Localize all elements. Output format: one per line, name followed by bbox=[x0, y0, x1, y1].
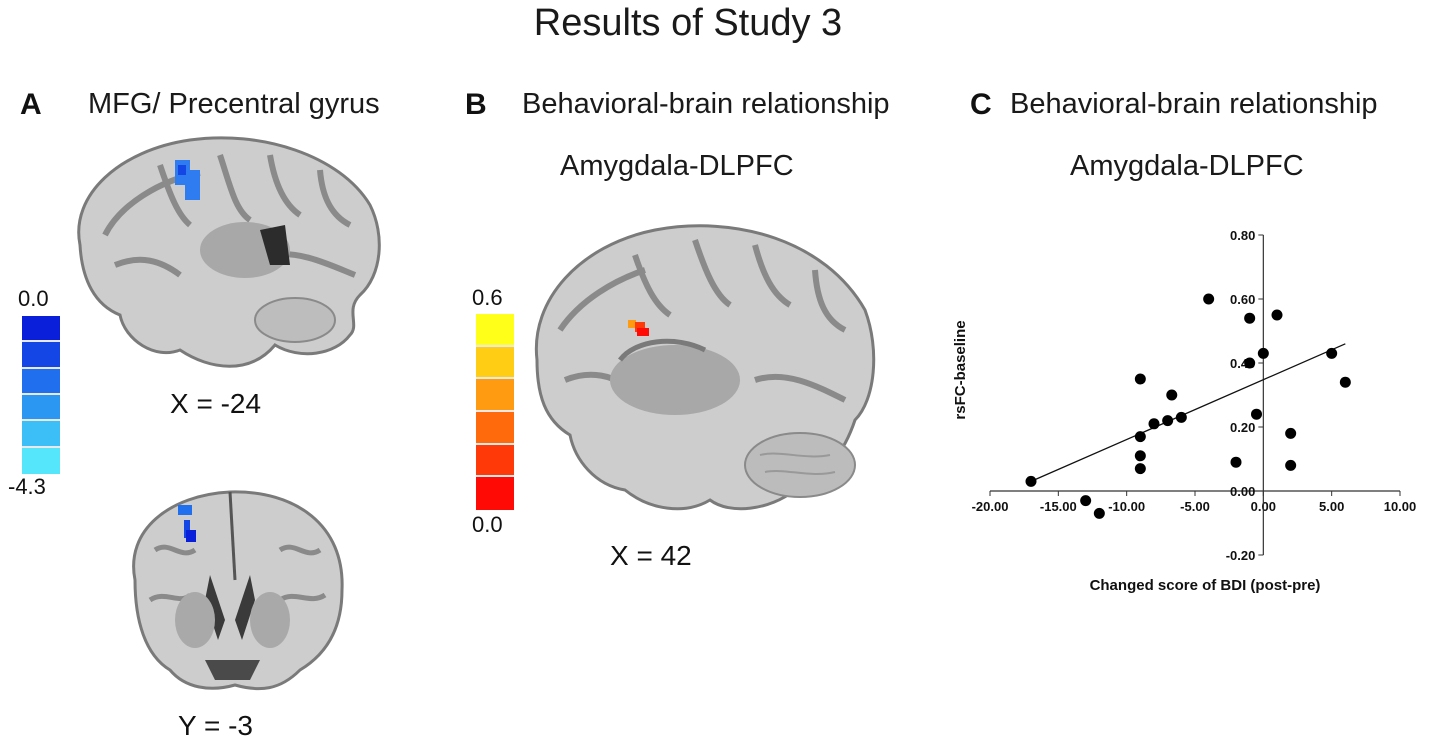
panel-b-sagittal-brain bbox=[534, 224, 876, 511]
y-tick-label: -0.20 bbox=[1226, 548, 1256, 563]
panel-b-letter: B bbox=[465, 88, 487, 121]
panel-a-heading: MFG/ Precentral gyrus bbox=[88, 88, 380, 120]
panel-a-letter: A bbox=[20, 88, 42, 121]
y-tick-label: 0.20 bbox=[1230, 420, 1255, 435]
y-tick-label: 0.00 bbox=[1230, 484, 1255, 499]
data-point bbox=[1285, 427, 1297, 439]
panel-a-colorbar-segment bbox=[22, 394, 60, 422]
x-tick-label: -20.00 bbox=[972, 499, 1009, 514]
data-point bbox=[1244, 312, 1256, 324]
data-point bbox=[1148, 418, 1160, 430]
data-point bbox=[1244, 357, 1256, 369]
data-point bbox=[1025, 475, 1037, 487]
panel-a-colorbar-segment bbox=[22, 342, 60, 369]
panel-a-colorbar-min-label: -4.3 bbox=[8, 474, 46, 499]
y-axis-label: rsFC-baseline bbox=[952, 320, 969, 419]
data-point bbox=[1285, 459, 1297, 471]
panel-b-heading: Behavioral-brain relationship bbox=[522, 88, 890, 120]
panel-b-colorbar-segment bbox=[476, 477, 514, 510]
data-point bbox=[1175, 411, 1187, 423]
x-tick-label: -15.00 bbox=[1040, 499, 1077, 514]
y-tick-label: 0.60 bbox=[1230, 292, 1255, 307]
panel-c-scatter-chart: -20.00 -15.00 -10.00 -5.00 0.00 5.00 10.00 -0.… bbox=[952, 228, 1417, 594]
panel-b-colorbar-segment bbox=[476, 411, 514, 445]
data-point bbox=[1257, 347, 1269, 359]
panel-a-coronal-label: Y = -3 bbox=[178, 710, 253, 741]
panel-b-colorbar-segment bbox=[476, 314, 514, 347]
data-point bbox=[1134, 431, 1146, 443]
panel-b-colorbar-max-label: 0.6 bbox=[472, 285, 503, 310]
x-axis-label: Changed score of BDI (post-pre) bbox=[1090, 577, 1321, 594]
data-point bbox=[1134, 373, 1146, 385]
panel-c-letter: C bbox=[970, 88, 992, 121]
panel-a-sagittal-label: X = -24 bbox=[170, 388, 262, 419]
x-axis: -20.00 -15.00 -10.00 -5.00 0.00 5.00 10.00 bbox=[972, 490, 1417, 514]
panel-c-heading: Behavioral-brain relationship bbox=[1010, 88, 1378, 120]
panel-a-colorbar bbox=[22, 316, 60, 474]
panel-b-colorbar-segment bbox=[476, 346, 514, 380]
data-point bbox=[1339, 376, 1351, 388]
x-tick-label: 5.00 bbox=[1319, 499, 1344, 514]
panel-a-colorbar-max-label: 0.0 bbox=[18, 286, 49, 311]
panel-a-colorbar-segment bbox=[22, 447, 60, 474]
data-point bbox=[1162, 415, 1174, 427]
panel-b-colorbar bbox=[476, 314, 514, 510]
panel-a-coronal-brain bbox=[132, 490, 344, 691]
figure-title: Results of Study 3 bbox=[533, 2, 843, 44]
data-point bbox=[1093, 507, 1105, 519]
panel-b-colorbar-min-label: 0.0 bbox=[472, 512, 503, 537]
y-tick-label: 0.80 bbox=[1230, 228, 1255, 243]
panel-b-sagittal-label: X = 42 bbox=[610, 540, 692, 571]
x-tick-label: -5.00 bbox=[1180, 499, 1210, 514]
panel-a-sagittal-brain bbox=[77, 136, 381, 368]
panel-a-colorbar-segment bbox=[22, 316, 60, 343]
x-tick-label: -10.00 bbox=[1108, 499, 1145, 514]
trendline-line bbox=[1030, 343, 1346, 482]
data-point bbox=[1251, 408, 1262, 420]
panel-a-colorbar-segment bbox=[22, 368, 60, 395]
panel-a-colorbar-segment bbox=[22, 421, 60, 448]
trendline bbox=[1030, 343, 1346, 482]
panel-b-subheading: Amygdala-DLPFC bbox=[560, 150, 794, 182]
data-point bbox=[1271, 309, 1283, 321]
scatter-points bbox=[1025, 293, 1351, 519]
panel-c-subheading: Amygdala-DLPFC bbox=[1070, 150, 1304, 182]
data-point bbox=[1326, 347, 1338, 359]
data-point bbox=[1080, 495, 1092, 507]
panel-b-colorbar-segment bbox=[476, 444, 514, 478]
data-point bbox=[1203, 293, 1215, 305]
data-point bbox=[1166, 389, 1178, 401]
panel-b-colorbar-segment bbox=[476, 379, 514, 412]
data-point bbox=[1230, 456, 1242, 468]
x-tick-label: 10.00 bbox=[1384, 499, 1417, 514]
data-point bbox=[1134, 463, 1146, 475]
data-point bbox=[1134, 450, 1146, 462]
